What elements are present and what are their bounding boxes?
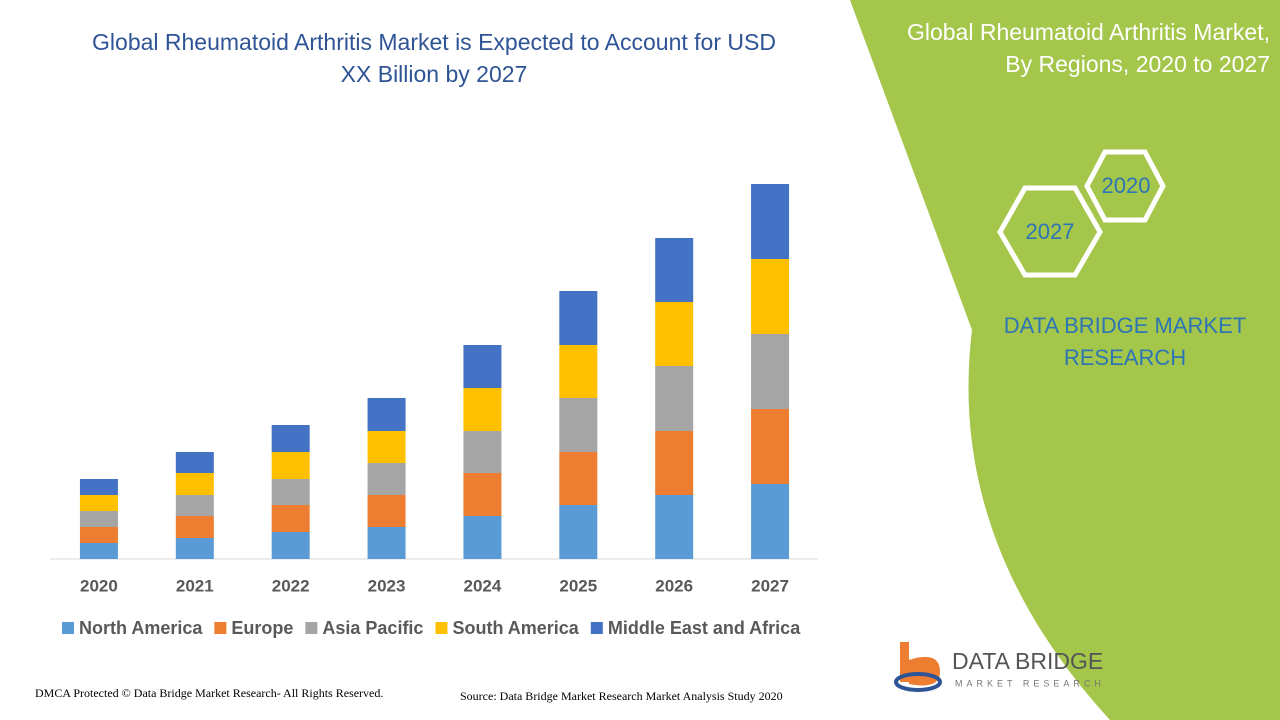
bar-segment <box>463 473 502 516</box>
logo-icon <box>894 642 942 692</box>
bar-segment <box>751 184 790 259</box>
bar-segment <box>559 398 598 452</box>
bar-segment <box>655 238 694 302</box>
hexagon <box>997 185 1103 278</box>
bar-segment <box>367 463 406 495</box>
bar-segment <box>79 527 118 543</box>
copyright: DMCA Protected © Data Bridge Market Rese… <box>35 686 384 700</box>
bar-segment <box>751 259 790 334</box>
brand-text: DATA BRIDGE MARKET RESEARCH <box>1003 313 1247 370</box>
x-tick-label: 2027 <box>751 576 789 595</box>
bar-segment <box>655 431 694 495</box>
x-tick-label: 2026 <box>655 576 693 595</box>
bar-segment <box>751 409 790 484</box>
x-tick-label: 2025 <box>559 576 597 595</box>
legend-label: North America <box>79 618 203 638</box>
legend-label: Asia Pacific <box>322 618 423 638</box>
x-tick-label: 2024 <box>464 576 502 595</box>
bar-segment <box>271 479 310 505</box>
bar-segment <box>175 538 214 559</box>
hexagon-label: 2027 <box>1026 219 1075 244</box>
legend-label: Europe <box>231 618 293 638</box>
legend-swatch <box>435 622 448 634</box>
side-panel <box>850 0 1280 720</box>
legend-label: South America <box>452 618 579 638</box>
bar-segment <box>751 334 790 409</box>
bar-segment <box>655 302 694 366</box>
chart-title: Global Rheumatoid Arthritis Market is Ex… <box>92 29 776 87</box>
bar-segment <box>79 511 118 527</box>
source: Source: Data Bridge Market Research Mark… <box>460 689 783 703</box>
bar-segment <box>367 398 406 431</box>
logo-subtext: MARKET RESEARCH <box>955 678 1105 688</box>
bar-segment <box>271 452 310 479</box>
bar-segment <box>559 291 598 345</box>
bar-segment <box>79 543 118 559</box>
x-tick-label: 2022 <box>272 576 310 595</box>
legend-label: Middle East and Africa <box>608 618 801 638</box>
x-tick-label: 2021 <box>176 576 214 595</box>
bar-segment <box>175 495 214 516</box>
x-tick-label: 2023 <box>368 576 406 595</box>
bar-segment <box>463 345 502 388</box>
bar-segment <box>271 532 310 559</box>
bar-segment <box>271 425 310 452</box>
bar-segment <box>175 516 214 538</box>
bar-segment <box>271 505 310 532</box>
bar-segment <box>559 345 598 398</box>
legend-swatch <box>214 622 227 634</box>
bar-segment <box>175 473 214 495</box>
bar-segment <box>655 366 694 431</box>
legend-swatch <box>62 622 74 634</box>
bar-segment <box>463 388 502 431</box>
panel-title: Global Rheumatoid Arthritis Market, By R… <box>906 19 1270 77</box>
legend-swatch <box>305 622 318 634</box>
bar-segment <box>367 495 406 527</box>
bar-segment <box>367 527 406 559</box>
x-tick-label: 2020 <box>80 576 118 595</box>
bar-segment <box>463 431 502 473</box>
bar-segment <box>367 431 406 463</box>
legend-swatch <box>590 622 603 634</box>
bar-segment <box>751 484 790 559</box>
logo-text: DATA BRIDGE <box>952 648 1103 674</box>
bar-segment <box>79 479 118 495</box>
hexagon-label: 2020 <box>1102 173 1151 198</box>
bar-segment <box>559 452 598 505</box>
bar-segment <box>79 495 118 511</box>
bar-segment <box>463 516 502 559</box>
bar-segment <box>655 495 694 559</box>
bar-segment <box>559 505 598 559</box>
hexagon <box>1084 149 1166 223</box>
bar-segment <box>175 452 214 473</box>
